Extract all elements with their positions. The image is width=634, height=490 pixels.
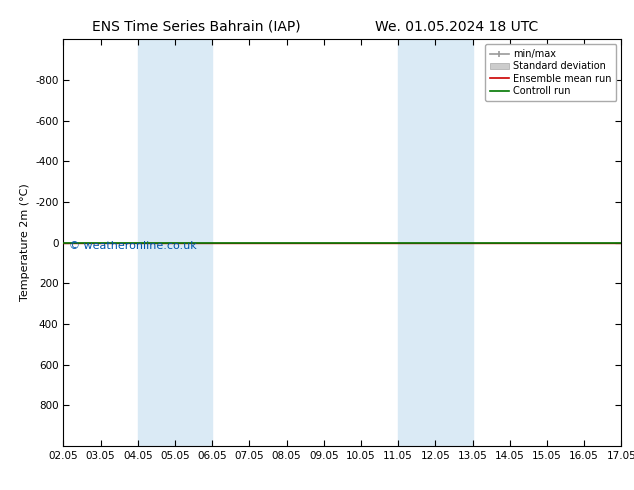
Y-axis label: Temperature 2m (°C): Temperature 2m (°C) (20, 184, 30, 301)
Bar (138, 39, 212, 446)
Text: We. 01.05.2024 18 UTC: We. 01.05.2024 18 UTC (375, 20, 538, 34)
Text: ENS Time Series Bahrain (IAP): ENS Time Series Bahrain (IAP) (92, 20, 301, 34)
Legend: min/max, Standard deviation, Ensemble mean run, Controll run: min/max, Standard deviation, Ensemble me… (485, 44, 616, 101)
Bar (398, 39, 472, 446)
Text: © weatheronline.co.uk: © weatheronline.co.uk (69, 241, 197, 250)
